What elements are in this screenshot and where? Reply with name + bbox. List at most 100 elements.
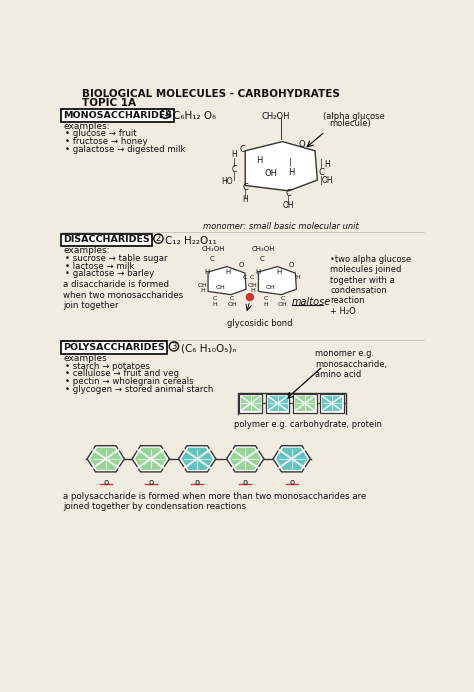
Text: |: | [233,158,236,167]
Text: monomer e.g.
monosaccharide,
amino acid: monomer e.g. monosaccharide, amino acid [315,349,387,379]
Polygon shape [229,448,261,470]
Text: (C₆ H₁₀O₅)ₙ: (C₆ H₁₀O₅)ₙ [181,343,237,354]
Text: • sucrose → table sugar: • sucrose → table sugar [65,254,168,263]
Text: MONOSACCHARIDES: MONOSACCHARIDES [63,111,172,120]
Text: 2: 2 [156,234,161,243]
Text: • glycogen → stored animal starch: • glycogen → stored animal starch [65,385,214,394]
Text: o: o [243,478,248,487]
Text: C: C [260,255,264,262]
Text: C: C [286,190,292,199]
Text: glycosidic bond: glycosidic bond [227,318,292,327]
Text: a disaccharide is formed
when two monosaccharides
join together: a disaccharide is formed when two monosa… [63,280,183,310]
Polygon shape [179,446,216,472]
Text: examples:: examples: [63,122,110,131]
Text: o: o [103,478,109,487]
Text: OH: OH [278,302,287,307]
Text: o: o [148,478,153,487]
Text: OH: OH [248,283,258,288]
Polygon shape [258,266,296,295]
Polygon shape [182,448,213,470]
Text: H: H [276,269,281,275]
Text: • glucose → fruit: • glucose → fruit [65,129,137,138]
Text: POLYSACCHARIDES: POLYSACCHARIDES [63,343,165,352]
Text: |: | [233,172,236,181]
Text: • cellulose → fruit and veg: • cellulose → fruit and veg [65,370,180,379]
Text: CH₂OH: CH₂OH [202,246,225,252]
FancyBboxPatch shape [320,394,344,412]
Text: OH: OH [216,285,225,291]
Text: C: C [232,165,237,174]
Text: H: H [256,156,263,165]
Text: TOPIC 1A: TOPIC 1A [82,98,137,108]
Text: H: H [289,168,295,177]
FancyBboxPatch shape [322,396,342,411]
FancyBboxPatch shape [266,394,290,412]
Text: OH: OH [227,302,237,307]
Text: CH₂OH: CH₂OH [252,246,275,252]
Text: polymer e.g. carbohydrate, protein: polymer e.g. carbohydrate, protein [234,420,382,429]
Text: |: | [320,176,322,185]
Polygon shape [227,446,264,472]
FancyBboxPatch shape [293,394,317,412]
Text: C₁₂ H₂₂O₁₁: C₁₂ H₂₂O₁₁ [165,235,217,246]
Text: OH: OH [264,170,277,179]
Text: molecule): molecule) [329,119,371,128]
Text: H: H [200,289,205,293]
Text: C: C [239,145,245,154]
Text: |: | [289,158,292,167]
Text: O: O [239,262,244,268]
Text: |: | [244,190,246,199]
Text: o: o [195,478,200,487]
Text: |: | [287,196,290,205]
Text: • starch → potatoes: • starch → potatoes [65,362,150,371]
Text: • lactose → milk: • lactose → milk [65,262,135,271]
Text: H: H [226,269,231,275]
Text: C: C [318,168,324,177]
FancyBboxPatch shape [241,396,261,411]
Text: H: H [251,289,255,293]
Text: • fructose → honey: • fructose → honey [65,137,148,146]
Text: maltose: maltose [292,297,331,307]
Text: C: C [243,275,247,280]
Text: • galactose → digested milk: • galactose → digested milk [65,145,186,154]
Text: C₆H₁₂ O₆: C₆H₁₂ O₆ [173,111,217,121]
FancyBboxPatch shape [295,396,315,411]
Text: |: | [320,159,322,168]
Polygon shape [132,446,169,472]
Polygon shape [90,448,121,470]
Text: 3: 3 [171,342,177,351]
Polygon shape [276,448,308,470]
Text: OH: OH [283,201,294,210]
Text: o: o [289,478,294,487]
Text: OH: OH [266,285,276,291]
Polygon shape [208,266,246,295]
Text: • galactose → barley: • galactose → barley [65,269,155,278]
Polygon shape [87,446,124,472]
Text: O: O [299,140,305,149]
Text: 1: 1 [163,109,168,118]
Text: C: C [242,183,248,192]
Text: examples: examples [63,354,107,363]
Text: O: O [289,262,294,268]
Text: examples:: examples: [63,246,110,255]
Text: OH: OH [198,283,208,288]
Text: OH: OH [321,176,333,185]
Text: H: H [325,160,330,169]
FancyBboxPatch shape [268,396,288,411]
Text: H: H [242,195,248,204]
Text: monomer: small basic molecular unit: monomer: small basic molecular unit [202,222,358,231]
Polygon shape [135,448,166,470]
Text: C: C [213,296,217,301]
Text: CH₂OH: CH₂OH [262,112,291,121]
Polygon shape [273,446,310,472]
Text: •two alpha glucose
molecules joined
together with a
condensation
reaction
+ H₂O: •two alpha glucose molecules joined toge… [330,255,412,316]
Text: • pectin → wholegrain cereals: • pectin → wholegrain cereals [65,377,194,386]
Text: BIOLOGICAL MOLECULES - CARBOHYDRATES: BIOLOGICAL MOLECULES - CARBOHYDRATES [82,89,340,99]
Text: (alpha glucose: (alpha glucose [323,112,384,121]
Text: C: C [280,296,285,301]
Text: C: C [263,296,268,301]
Text: H: H [213,302,218,307]
Text: H: H [205,269,210,275]
Text: H: H [263,302,268,307]
Text: C: C [230,296,234,301]
